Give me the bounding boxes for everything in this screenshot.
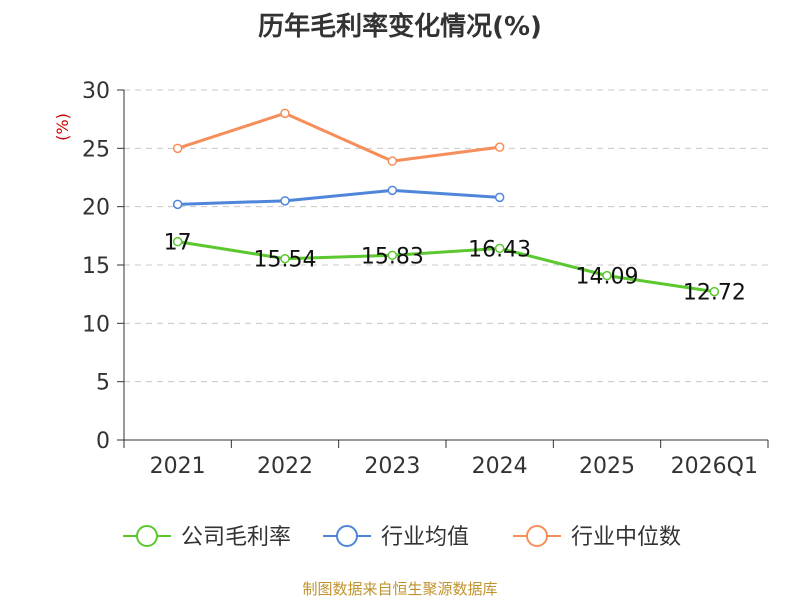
series-line (177, 111, 500, 163)
x-tick-label: 2023 (364, 454, 420, 479)
y-tick-label: 15 (82, 254, 110, 279)
legend-marker (336, 525, 358, 547)
y-axis-unit-label: (%) (53, 113, 72, 141)
x-tick-label: 2022 (257, 454, 313, 479)
data-point (709, 286, 720, 297)
y-tick-label: 5 (96, 371, 110, 396)
data-point (387, 250, 398, 261)
data-point (387, 185, 398, 196)
data-point (494, 243, 505, 254)
legend-label: 行业均值 (381, 525, 469, 550)
data-label: 12.72 (683, 281, 746, 306)
data-point (172, 143, 183, 154)
data-point (280, 108, 290, 119)
data-point (280, 196, 290, 206)
data-label: 17 (164, 231, 192, 256)
series-line (177, 188, 500, 206)
y-tick-label: 30 (82, 79, 110, 104)
data-point (172, 199, 183, 210)
data-point (387, 156, 398, 166)
series-line (177, 240, 715, 294)
x-tick-label: 2026Q1 (671, 454, 758, 479)
data-point (280, 253, 290, 264)
x-tick-label: 2024 (472, 454, 528, 479)
y-tick-label: 25 (82, 137, 110, 162)
y-tick-label: 20 (82, 196, 110, 221)
data-point (494, 142, 505, 152)
y-tick-label: 0 (96, 429, 110, 454)
y-tick-label: 10 (82, 312, 110, 337)
data-label: 15.83 (361, 244, 424, 269)
data-point (494, 192, 505, 203)
data-point (602, 270, 612, 281)
source-note: 制图数据来自恒生聚源数据库 (302, 580, 498, 598)
data-point (172, 236, 183, 247)
legend-marker (136, 525, 158, 547)
legend-marker (526, 525, 548, 547)
data-label: 15.54 (254, 248, 317, 273)
data-label: 16.43 (468, 237, 531, 262)
data-label: 14.09 (576, 265, 639, 290)
x-tick-label: 2021 (150, 454, 206, 479)
x-tick-label: 2025 (579, 454, 635, 479)
legend-label: 公司毛利率 (181, 525, 291, 550)
chart-title: 历年毛利率变化情况(%) (258, 12, 542, 42)
legend-label: 行业中位数 (571, 525, 681, 550)
